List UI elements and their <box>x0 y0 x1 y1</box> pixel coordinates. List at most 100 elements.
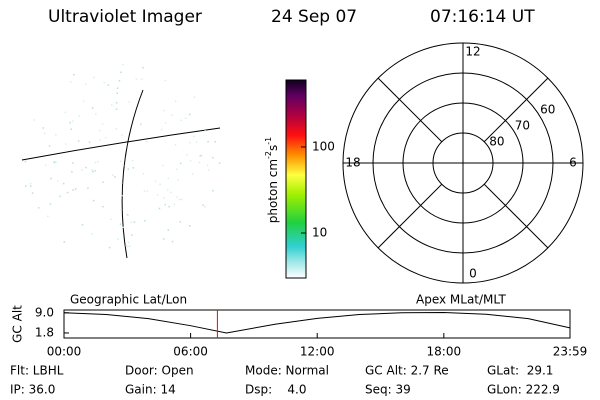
speckle <box>130 221 132 224</box>
speckle <box>55 161 57 163</box>
footer-field: GLat: 29.1 <box>487 364 553 378</box>
speckle <box>159 183 161 186</box>
speckle <box>142 173 145 175</box>
polar-spoke <box>377 77 443 143</box>
label-superscript: -1 <box>264 137 273 145</box>
speckle <box>163 109 166 112</box>
speckle <box>129 245 131 248</box>
speckle <box>95 113 97 115</box>
label-text: photon cm <box>266 159 280 223</box>
speckle <box>64 150 67 152</box>
speckle <box>37 207 40 209</box>
footer-field: GLon: 222.9 <box>487 383 560 397</box>
speckle <box>74 188 77 190</box>
polar-ring-label: 80 <box>489 134 504 148</box>
speckle <box>62 182 65 185</box>
x-tick-label: 12:00 <box>300 345 335 359</box>
speckle <box>179 221 181 223</box>
speckle <box>45 164 47 167</box>
footer-field: Dsp: 4.0 <box>245 383 307 397</box>
speckle <box>162 164 164 167</box>
speckle <box>170 191 172 194</box>
speckle <box>42 127 45 129</box>
speckle <box>102 181 104 183</box>
speckle <box>122 226 125 229</box>
speckle <box>92 199 95 202</box>
mlt-label: 0 <box>469 267 477 281</box>
speckle <box>204 206 206 208</box>
speckle <box>127 214 129 216</box>
speckle <box>117 238 119 240</box>
speckle <box>70 81 72 83</box>
x-tick-label: 00:00 <box>47 345 82 359</box>
speckle <box>43 132 46 135</box>
speckle <box>47 215 49 218</box>
speckle <box>111 104 113 106</box>
colorbar-label: photon cm-2s-1 <box>264 137 280 224</box>
speckle <box>218 162 221 164</box>
speckle <box>180 198 183 201</box>
speckle <box>82 100 85 103</box>
speckle <box>164 122 167 124</box>
speckle <box>177 179 180 181</box>
speckle <box>189 225 191 227</box>
speckle <box>24 160 27 163</box>
x-tick-label: 18:00 <box>427 345 462 359</box>
speckle <box>114 176 116 178</box>
speckle <box>91 232 93 235</box>
speckle <box>119 223 122 225</box>
speckle <box>87 187 89 190</box>
y-tick-label: 1.8 <box>35 325 54 339</box>
speckle <box>116 92 118 95</box>
title: Ultraviolet Imager <box>48 7 202 27</box>
speckle <box>128 101 130 103</box>
speckle <box>156 194 159 196</box>
speckle <box>167 229 170 231</box>
speckle <box>207 141 209 143</box>
speckle <box>139 124 142 126</box>
speckle <box>127 245 129 248</box>
speckle <box>184 117 187 120</box>
speckle <box>53 161 55 163</box>
speckle <box>107 84 109 86</box>
speckle <box>118 79 121 82</box>
footer-field: GC Alt: 2.7 Re <box>365 364 449 378</box>
speckle <box>193 96 196 98</box>
time: 07:16:14 UT <box>430 7 535 27</box>
speckle <box>127 168 130 170</box>
speckle <box>133 221 136 223</box>
speckle <box>198 161 201 164</box>
speckle <box>168 205 170 208</box>
speckle <box>164 79 167 82</box>
speckle <box>174 100 177 103</box>
speckle <box>98 129 101 132</box>
polar-spoke <box>483 77 549 143</box>
speckle <box>110 218 112 221</box>
geo-grid-line <box>21 127 221 161</box>
footer: Flt: LBHL Door: Open Mode: Normal GC Alt: 2… <box>10 364 560 397</box>
speckle <box>30 185 32 187</box>
speckle <box>29 182 32 185</box>
colorbar-tick-label: 100 <box>312 139 335 153</box>
speckle <box>193 135 195 138</box>
speckle <box>120 71 122 74</box>
speckle <box>154 180 157 183</box>
footer-field: Flt: LBHL <box>10 364 64 378</box>
speckle <box>178 198 181 201</box>
speckle <box>81 169 84 171</box>
speckle <box>108 246 111 249</box>
speckle <box>212 156 214 159</box>
speckle <box>63 241 66 243</box>
speckle <box>167 177 169 180</box>
footer-field: Mode: Normal <box>245 364 329 378</box>
speckle <box>125 244 127 247</box>
speckle <box>92 170 94 173</box>
speckle <box>192 173 194 175</box>
speckle <box>120 209 123 211</box>
mlt-label: 12 <box>465 45 480 59</box>
speckle <box>77 140 80 142</box>
speckle <box>85 166 87 169</box>
speckle <box>78 115 80 117</box>
speckle <box>94 161 97 164</box>
